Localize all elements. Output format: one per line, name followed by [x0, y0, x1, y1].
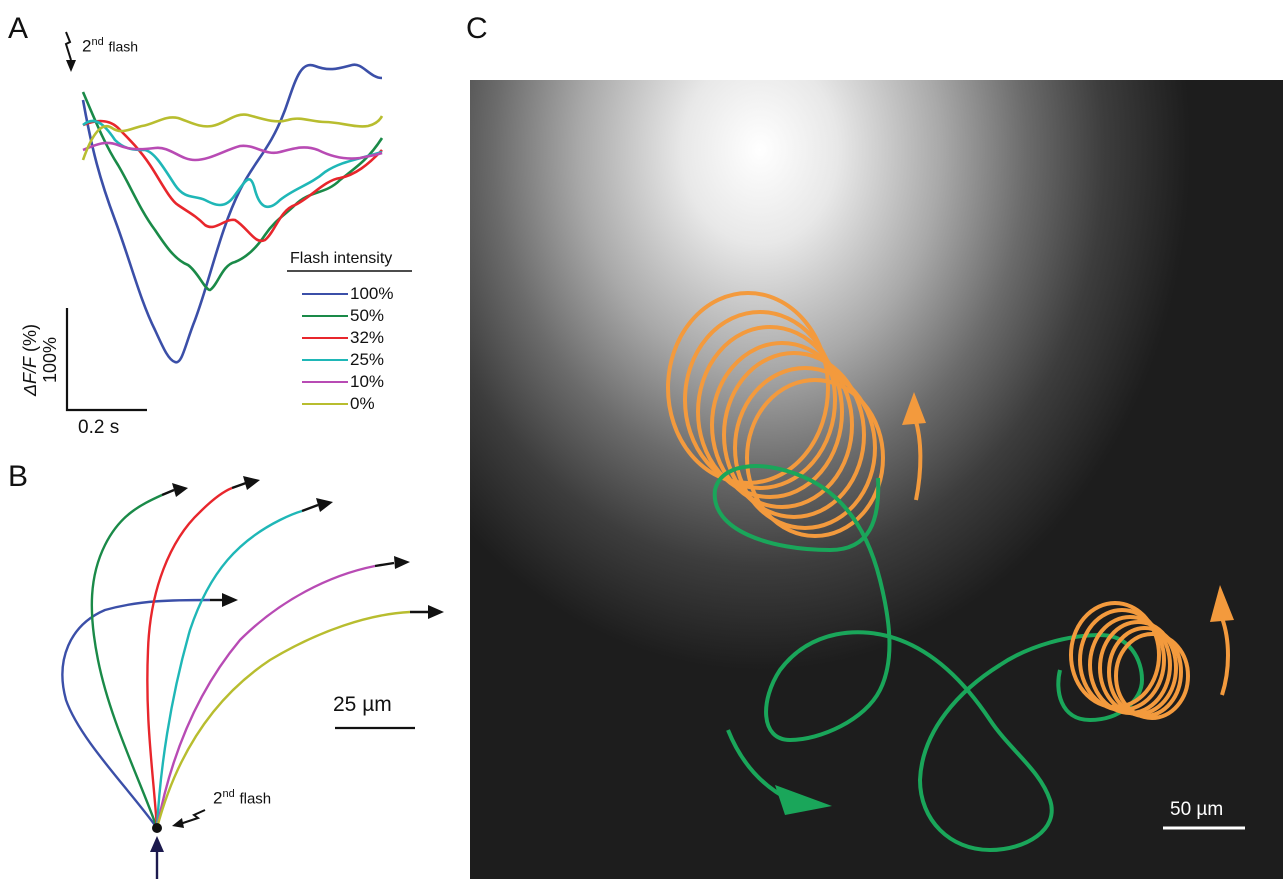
legend-item: 32%: [302, 327, 393, 349]
legend-item: 10%: [302, 371, 393, 393]
legend-swatch: [302, 337, 348, 339]
orange-loops-lower: [1069, 601, 1190, 720]
legend-label: 0%: [350, 394, 375, 413]
scale-label-c: 50 µm: [1170, 799, 1224, 820]
legend-swatch: [302, 381, 348, 383]
legend-title: Flash intensity: [290, 250, 393, 267]
legend-item: 25%: [302, 349, 393, 371]
scale-bar-a: [65, 308, 147, 412]
path-10: [155, 556, 410, 829]
path-25: [155, 498, 333, 829]
panel-b-letter: B: [8, 460, 29, 493]
path-32: [146, 476, 260, 829]
legend-swatch: [302, 403, 348, 405]
legend-swatch: [302, 315, 348, 317]
panel-c-letter: C: [466, 12, 488, 45]
legend: 100% 50% 32% 25% 10% 0%: [302, 283, 393, 415]
trace-100: [81, 63, 383, 364]
trace-50: [81, 91, 384, 292]
orange-direction-arrow-upper: [902, 392, 926, 501]
legend-item: 0%: [302, 393, 393, 415]
path-50: [90, 483, 188, 829]
orange-direction-arrow-lower: [1210, 585, 1234, 696]
trace-10: [82, 141, 383, 162]
origin-dot: [152, 823, 162, 833]
legend-label: 50%: [350, 306, 385, 325]
legend-label: 25%: [350, 350, 385, 369]
incoming-arrow: [150, 836, 164, 879]
legend-label: 10%: [350, 372, 385, 391]
legend-swatch: [302, 293, 348, 295]
legend-item: 100%: [302, 283, 393, 305]
legend-item: 50%: [302, 305, 393, 327]
flash-marker-b: [172, 809, 206, 828]
flash-label-a: 2nd flash: [82, 36, 139, 56]
path-0: [155, 605, 444, 829]
panel-a-b-figure: [61, 31, 444, 879]
scale-label-b: 25 µm: [333, 693, 392, 716]
microscopy-image: 50 µm: [470, 80, 1283, 879]
scale-x-label-a: 0.2 s: [78, 417, 120, 438]
trace-0: [81, 113, 384, 161]
orange-loops-upper: [666, 291, 885, 538]
flash-marker-a: [64, 31, 76, 72]
legend-label: 32%: [350, 328, 385, 347]
trajectory-overlay: [666, 291, 1245, 853]
flash-label-b: 2nd flash: [213, 788, 272, 808]
trace-32: [82, 119, 383, 243]
green-direction-arrow: [726, 729, 832, 815]
green-trajectory: [712, 464, 1145, 853]
legend-label: 100%: [350, 284, 394, 303]
panel-a-letter: A: [8, 12, 29, 45]
scale-y-label-a: ΔF/F (%) 100%: [20, 323, 60, 397]
legend-swatch: [302, 359, 348, 361]
trace-25: [82, 119, 383, 209]
